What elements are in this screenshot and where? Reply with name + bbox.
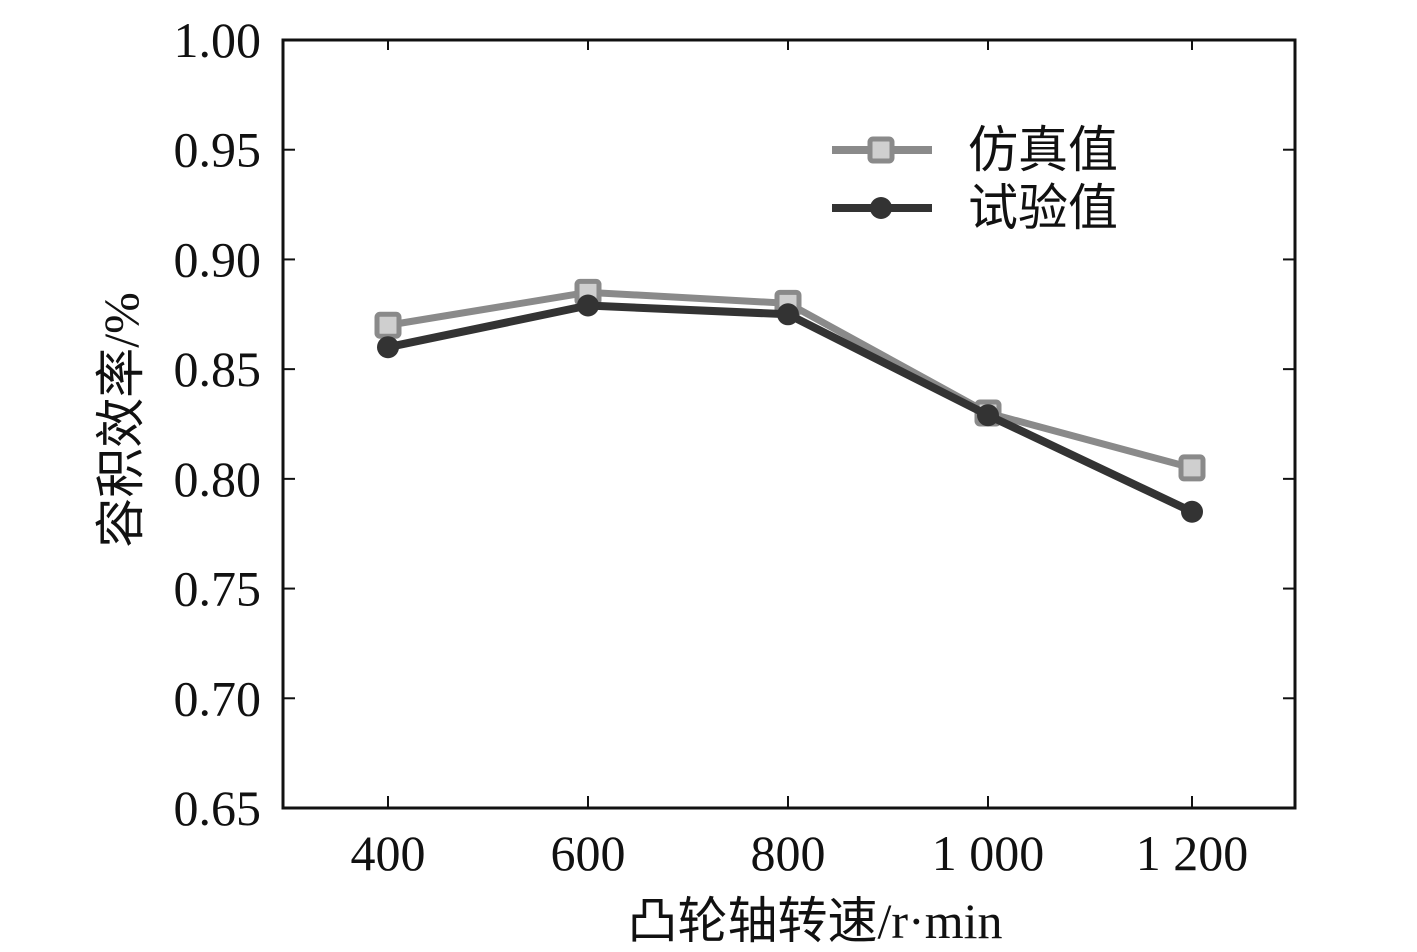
y-tick-label: 0.75 bbox=[174, 561, 262, 617]
data-point bbox=[977, 404, 999, 427]
x-tick-label: 1 200 bbox=[1136, 825, 1249, 881]
x-tick-label: 1 000 bbox=[932, 825, 1045, 881]
y-tick-label: 0.65 bbox=[174, 780, 262, 836]
legend-label: 试验值 bbox=[968, 180, 1118, 236]
y-tick-label: 1.00 bbox=[174, 12, 262, 68]
x-tick-label: 600 bbox=[551, 825, 626, 881]
legend-marker bbox=[870, 197, 892, 219]
data-point bbox=[777, 303, 799, 326]
data-point bbox=[577, 294, 599, 317]
plot-area-frame bbox=[281, 38, 1297, 810]
legend-item: 试验值 bbox=[832, 180, 1118, 236]
data-point bbox=[1178, 454, 1206, 482]
y-tick-label: 0.90 bbox=[174, 231, 262, 287]
y-axis-title: 容积效率/% bbox=[93, 292, 149, 548]
x-tick-label: 800 bbox=[751, 825, 826, 881]
legend-marker bbox=[867, 136, 895, 164]
y-tick-label: 0.85 bbox=[174, 341, 262, 397]
legend-item: 仿真值 bbox=[832, 122, 1118, 178]
legend-label: 仿真值 bbox=[968, 122, 1118, 178]
data-point bbox=[377, 336, 399, 359]
y-tick-label: 0.95 bbox=[174, 122, 262, 178]
y-tick-label: 0.70 bbox=[174, 670, 262, 726]
series-line bbox=[384, 301, 1196, 516]
x-tick-label: 400 bbox=[351, 825, 426, 881]
series-2 bbox=[377, 294, 1203, 523]
data-point bbox=[1181, 500, 1203, 523]
y-tick-label: 0.80 bbox=[174, 451, 262, 507]
data-point bbox=[374, 311, 402, 339]
x-axis-title: 凸轮轴转速/r·min bbox=[628, 893, 1003, 949]
